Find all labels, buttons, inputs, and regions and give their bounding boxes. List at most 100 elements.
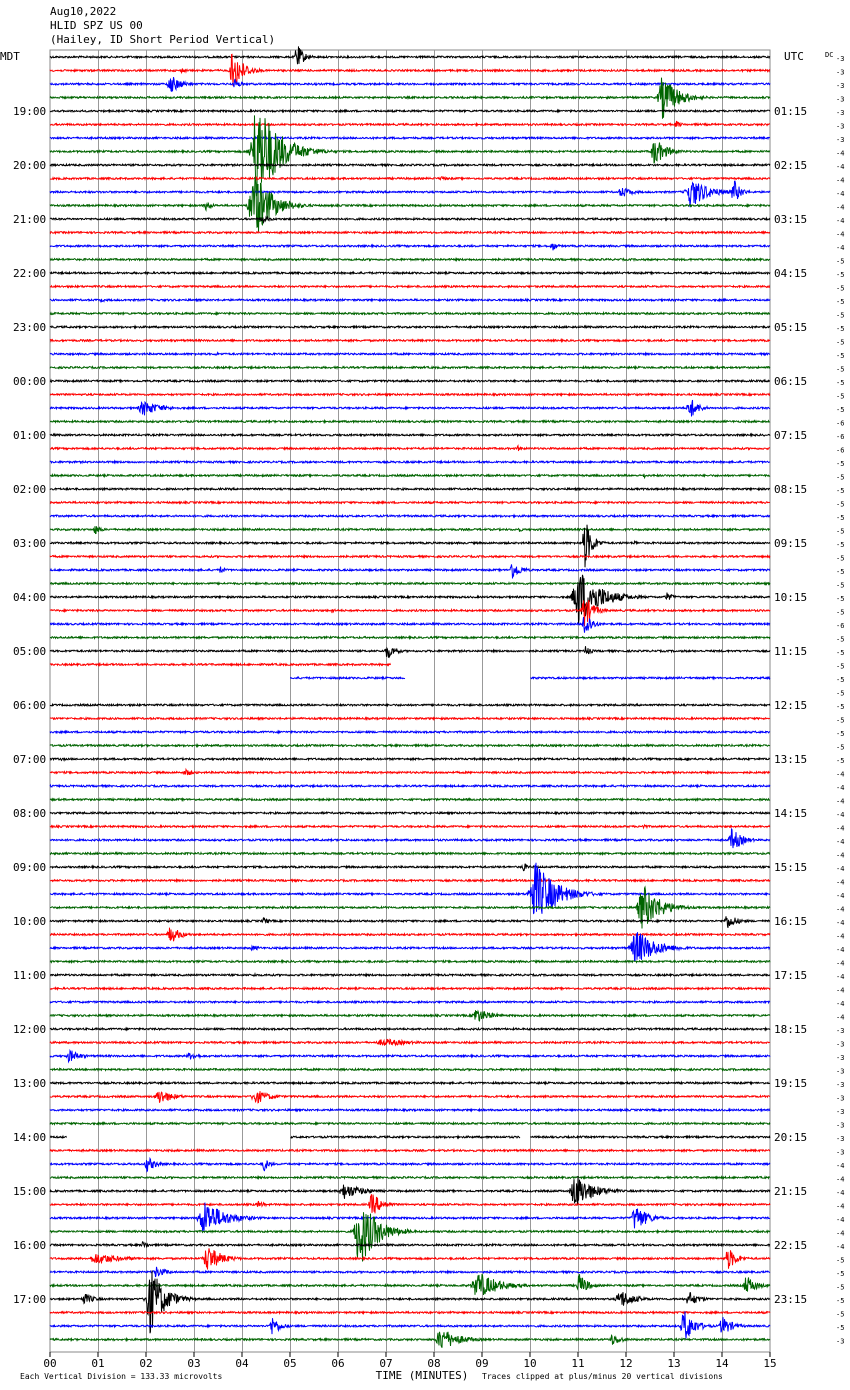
trace-6 [49,135,770,141]
trace-84 [49,1176,771,1206]
right-time-label: 05:15 [774,321,807,334]
dc-offset-label: -3 [836,109,844,117]
dc-offset-label: -4 [836,150,844,158]
trace-21 [49,337,771,344]
right-time-label: 13:15 [774,753,807,766]
dc-offset-label: -5 [836,1311,844,1319]
dc-offset-label: -5 [836,676,844,684]
trace-9 [49,175,771,182]
right-time-label: 09:15 [774,537,807,550]
trace-48 [49,702,771,708]
x-tick-label: 05 [283,1357,296,1370]
trace-76 [49,1080,771,1086]
trace-52 [49,756,771,763]
trace-5 [49,120,771,128]
dc-offset-label: -4 [836,771,844,779]
trace-57 [49,823,771,830]
right-time-label: 17:15 [774,969,807,982]
dc-label: DC [825,51,833,59]
dc-offset-label: -4 [836,163,844,171]
trace-39 [49,581,771,586]
dc-offset-label: -3 [836,123,844,131]
trace-77 [49,1091,771,1104]
trace-89 [49,1248,771,1270]
left-time-label: 13:00 [13,1077,46,1090]
trace-71 [49,1009,771,1022]
trace-32 [49,486,771,492]
right-time-label: 01:15 [774,105,807,118]
left-time-label: 08:00 [13,807,46,820]
right-time-label: 12:15 [774,699,807,712]
x-tick-label: 10 [523,1357,536,1370]
trace-43 [49,634,771,641]
dc-offset-label: -5 [836,636,844,644]
dc-offset-label: -4 [836,231,844,239]
dc-offset-label: -5 [836,609,844,617]
trace-31 [50,472,771,480]
dc-offset-label: -3 [836,82,844,90]
left-time-label: 15:00 [13,1185,46,1198]
dc-offset-label: -5 [836,487,844,495]
trace-95 [49,1331,771,1348]
trace-85 [49,1194,771,1214]
clip-note: Traces clipped at plus/minus 20 vertical… [482,1372,723,1381]
trace-10 [49,180,771,208]
left-time-label: 23:00 [13,321,46,334]
mdt-label: MDT [0,50,20,63]
right-time-label: 22:15 [774,1239,807,1252]
dc-offset-label: -4 [836,1243,844,1251]
trace-74 [49,1048,771,1064]
x-tick-label: 11 [571,1357,584,1370]
right-time-label: 18:15 [774,1023,807,1036]
dc-offset-label: -5 [836,555,844,563]
right-time-label: 21:15 [774,1185,807,1198]
dc-offset-label: -4 [836,1014,844,1022]
dc-offset-label: -3 [836,1054,844,1062]
trace-19 [49,310,771,317]
dc-offset-label: -3 [836,1041,844,1049]
trace-70 [49,999,771,1005]
left-time-label: 04:00 [13,591,46,604]
x-tick-label: 14 [715,1357,729,1370]
left-time-label: 05:00 [13,645,46,658]
dc-offset-label: -4 [836,190,844,198]
dc-offset-label: -3 [836,1122,844,1130]
trace-54 [49,783,771,789]
minute-grid [49,49,771,1353]
time-labels: 19:00 20:00 21:00 22:00 23:00 00:00 01:00 02:00… [13,55,844,1370]
scale-note: Each Vertical Division = 133.33 microvol… [20,1372,222,1381]
trace-1 [49,53,771,86]
plot-frame [49,49,771,1353]
left-time-label: 11:00 [13,969,46,982]
dc-offset-label: -4 [836,906,844,914]
dc-offset-label: -5 [836,312,844,320]
trace-53 [49,767,771,776]
trace-79 [49,1120,771,1127]
trace-40 [49,574,771,624]
dc-offset-label: -4 [836,1189,844,1197]
left-time-label: 07:00 [13,753,46,766]
dc-offset-label: -5 [836,474,844,482]
trace-26 [49,399,771,417]
dc-offset-label: -6 [836,447,844,455]
dc-offset-label: -5 [836,649,844,657]
trace-27 [49,418,771,425]
trace-18 [49,297,771,303]
right-time-label: 03:15 [774,213,807,226]
trace-60 [49,863,771,872]
x-tick-label: 13 [667,1357,680,1370]
dc-offset-label: -5 [836,460,844,468]
dc-offset-label: -5 [836,1270,844,1278]
left-time-label: 02:00 [13,483,46,496]
trace-51 [49,742,771,749]
dc-offset-label: -6 [836,433,844,441]
trace-58 [49,827,771,849]
trace-33 [49,499,771,506]
dc-offset-label: -5 [836,717,844,725]
trace-86 [49,1202,771,1232]
trace-11 [49,176,771,233]
dc-offset-label: -4 [836,987,844,995]
x-tick-label: 01 [91,1357,104,1370]
left-time-label: 10:00 [13,915,46,928]
dc-offset-label: -4 [836,852,844,860]
